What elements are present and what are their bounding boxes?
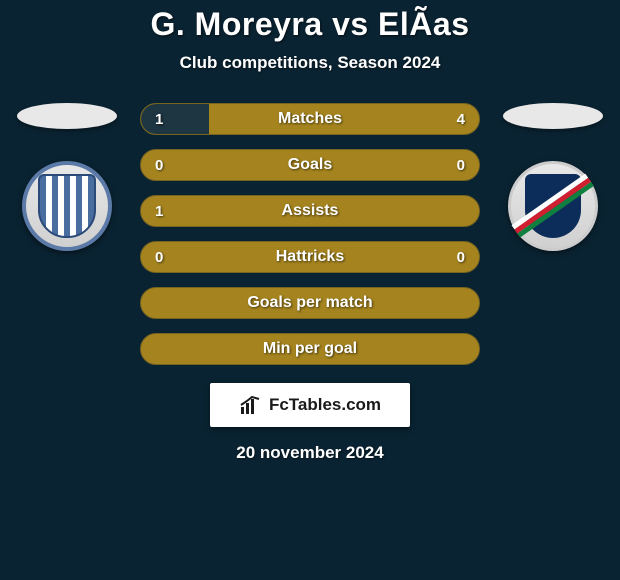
shield-icon xyxy=(38,174,96,238)
stat-bar: 0 0 Hattricks xyxy=(140,241,480,273)
stat-label: Min per goal xyxy=(263,340,357,358)
stat-label: Assists xyxy=(282,202,339,220)
stat-value-right: 0 xyxy=(457,249,465,266)
chart-icon xyxy=(239,395,263,415)
brand-text: FcTables.com xyxy=(269,395,381,415)
stat-bars: 1 4 Matches 0 0 Goals 1 Assists 0 0 Hattricks Goals… xyxy=(140,103,480,365)
stat-value-left: 1 xyxy=(155,111,163,128)
team-crest-left xyxy=(22,161,112,251)
stat-value-right: 0 xyxy=(457,157,465,174)
stat-bar: 1 4 Matches xyxy=(140,103,480,135)
team-crest-right xyxy=(508,161,598,251)
stat-label: Matches xyxy=(278,110,342,128)
stat-bar: 0 0 Goals xyxy=(140,149,480,181)
comparison-row: 1 4 Matches 0 0 Goals 1 Assists 0 0 Hattricks Goals… xyxy=(0,103,620,365)
shield-icon xyxy=(525,174,581,238)
left-side xyxy=(12,103,122,251)
crest-band xyxy=(512,174,595,239)
stat-label: Hattricks xyxy=(276,248,344,266)
stat-value-left: 1 xyxy=(155,203,163,220)
player-silhouette-left xyxy=(17,103,117,129)
snapshot-date: 20 november 2024 xyxy=(236,443,383,463)
stat-value-left: 0 xyxy=(155,249,163,266)
right-side xyxy=(498,103,608,251)
stat-label: Goals xyxy=(288,156,332,174)
stat-bar: 1 Assists xyxy=(140,195,480,227)
page-title: G. Moreyra vs ElÃ­as xyxy=(151,6,470,43)
stat-bar: Goals per match xyxy=(140,287,480,319)
brand-badge[interactable]: FcTables.com xyxy=(210,383,410,427)
stat-value-right: 4 xyxy=(457,111,465,128)
page-subtitle: Club competitions, Season 2024 xyxy=(180,53,441,73)
bar-fill-left xyxy=(141,104,209,134)
stat-value-left: 0 xyxy=(155,157,163,174)
player-silhouette-right xyxy=(503,103,603,129)
stat-label: Goals per match xyxy=(247,294,372,312)
stat-bar: Min per goal xyxy=(140,333,480,365)
root-container: G. Moreyra vs ElÃ­as Club competitions, … xyxy=(0,0,620,463)
